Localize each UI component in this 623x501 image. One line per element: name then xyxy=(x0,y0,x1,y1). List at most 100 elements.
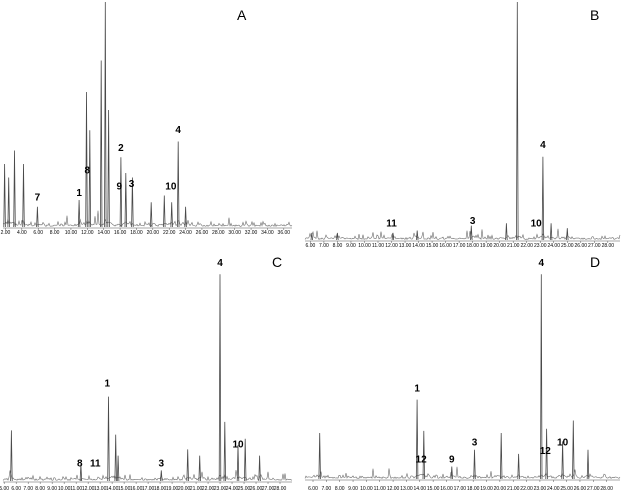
peak-label: 11 xyxy=(90,458,101,469)
chromatogram-peak xyxy=(415,399,419,480)
x-tick-label: 23.00 xyxy=(534,243,547,249)
panel-b: B 6.00 7.00 8.00 9.00 10.00 11.00 12.00 13.00 14… xyxy=(304,1,621,249)
chromatogram-peak xyxy=(470,225,473,241)
x-tick-label: 25.00 xyxy=(560,486,573,492)
x-tick-label: 26.00 xyxy=(574,486,587,492)
x-tick-label: 16.00 xyxy=(114,230,127,236)
panel-letter-c: C xyxy=(272,254,282,270)
chromatogram-peak xyxy=(258,455,261,482)
x-tick-label: 6.00 xyxy=(11,486,21,492)
chromatogram-peak xyxy=(116,455,120,482)
x-tick-label: 24.00 xyxy=(226,486,239,492)
x-tick-label: 22.00 xyxy=(202,486,215,492)
chromatogram-peak xyxy=(244,438,247,482)
x-tick-label: 11.00 xyxy=(70,486,82,492)
chromatogram-peak xyxy=(318,432,321,480)
peak-label: 2 xyxy=(118,143,124,154)
chromatogram-peak xyxy=(505,223,508,241)
chromatogram-peak xyxy=(107,396,110,482)
x-tick-label: 10.00 xyxy=(65,230,78,236)
panel-letter-a: A xyxy=(237,7,247,23)
x-tick-label: 14.00 xyxy=(106,486,119,492)
x-tick-label: 28.00 xyxy=(274,486,287,492)
x-tick-label: 27.00 xyxy=(587,486,600,492)
peak-label: 3 xyxy=(159,458,165,469)
x-tick-label: 5.00 xyxy=(0,486,9,492)
x-tick-label: 14.00 xyxy=(414,486,427,492)
chromatogram-peak xyxy=(36,206,39,228)
x-tick-label: 2.00 xyxy=(1,230,11,236)
x-tick-label: 19.00 xyxy=(166,486,179,492)
x-tick-label: 28.00 xyxy=(600,486,613,492)
x-tick-label: 16.00 xyxy=(130,486,143,492)
chromatogram-trace xyxy=(2,469,293,481)
x-tick-label: 14.00 xyxy=(97,230,110,236)
chromatogram-peak xyxy=(77,199,81,228)
x-tick-label: 15.00 xyxy=(426,243,439,249)
x-tick-label: 32.00 xyxy=(245,230,258,236)
chromatogram-peak xyxy=(7,177,10,228)
chromatogram-peak xyxy=(516,1,519,241)
x-tick-label: 22.00 xyxy=(520,486,533,492)
chromatogram-peak xyxy=(572,420,575,480)
x-tick-label: 7.00 xyxy=(321,486,331,492)
x-tick-label: 10.00 xyxy=(58,486,71,492)
peak-label: 10 xyxy=(165,181,177,192)
chromatogram-peak xyxy=(131,177,134,228)
chromatogram-peak xyxy=(107,109,110,228)
x-tick-label: 12.00 xyxy=(81,230,94,236)
x-tick-label: 19.00 xyxy=(480,243,493,249)
chromatogram-peak xyxy=(517,453,520,480)
chromatogram-peak xyxy=(450,466,453,480)
peak-label: 10 xyxy=(232,439,244,450)
x-tick-label: 10.00 xyxy=(358,243,371,249)
chromatogram-peak xyxy=(100,60,103,228)
x-tick-label: 36.00 xyxy=(278,230,291,236)
x-tick-label: 17.00 xyxy=(454,486,467,492)
panel-d: D 6.00 7.00 8.00 9.00 10.00 11.00 12.00 13.00 14… xyxy=(304,254,621,492)
chromatogram-peak xyxy=(540,274,543,480)
x-tick-label: 9.00 xyxy=(348,486,358,492)
peak-label: 3 xyxy=(470,216,476,227)
x-tick-label: 8.00 xyxy=(35,486,45,492)
x-tick-label: 30.00 xyxy=(228,230,241,236)
chromatogram-peak xyxy=(163,195,166,228)
peak-label: 12 xyxy=(540,446,552,457)
chromatogram-peak xyxy=(566,228,569,241)
x-tick-label: 13.00 xyxy=(399,243,412,249)
x-tick-label: 27.00 xyxy=(588,243,601,249)
peak-label: 9 xyxy=(449,454,455,465)
peak-label: 1 xyxy=(76,188,82,199)
peak-label: 1 xyxy=(105,378,111,389)
panel-a: A 2.00 4.00 6.00 8.00 10.00 12.00 14.00 16.00 18… xyxy=(1,1,293,236)
x-tick-label: 8.00 xyxy=(333,243,343,249)
x-tick-label: 25.00 xyxy=(238,486,251,492)
x-tick-label: 10.00 xyxy=(360,486,373,492)
x-tick-label: 18.00 xyxy=(130,230,143,236)
x-tick-label: 13.00 xyxy=(400,486,413,492)
peak-label: 3 xyxy=(129,179,135,190)
chromatogram-peak xyxy=(186,449,189,482)
chromatogram-peak xyxy=(88,130,91,228)
chromatogram-peak xyxy=(124,172,127,228)
x-tick-label: 20.00 xyxy=(493,243,506,249)
x-tick-label: 18.00 xyxy=(154,486,167,492)
x-tick-label: 18.00 xyxy=(466,243,479,249)
peak-label: 7 xyxy=(35,193,41,204)
chromatogram-peak xyxy=(22,163,25,228)
x-tick-label: 26.00 xyxy=(250,486,263,492)
x-tick-label: 21.00 xyxy=(507,243,520,249)
x-tick-label: 23.00 xyxy=(534,486,547,492)
peak-label: 4 xyxy=(217,258,223,269)
chromatogram-peak xyxy=(223,421,226,482)
x-tick-label: 17.00 xyxy=(453,243,466,249)
x-tick-label: 11.00 xyxy=(372,243,384,249)
chromatogram-peak xyxy=(104,1,107,228)
x-tick-label: 34.00 xyxy=(261,230,274,236)
chromatogram-peak xyxy=(310,232,313,241)
peak-label: 10 xyxy=(531,218,543,229)
chromatogram-peak xyxy=(170,202,173,228)
peak-label: 4 xyxy=(540,140,546,151)
chromatogram-peak xyxy=(236,445,240,482)
x-tick-label: 19.00 xyxy=(480,486,493,492)
